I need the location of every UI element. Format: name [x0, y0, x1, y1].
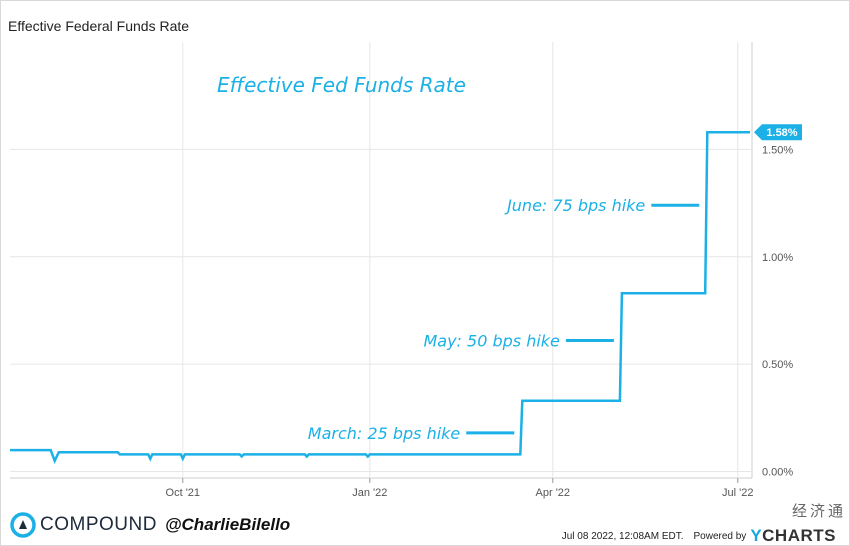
compound-logo-icon: [10, 512, 36, 538]
annotation-text: May: 50 bps hike: [423, 332, 560, 351]
y-axis-ticks: 0.00% 0.50% 1.00% 1.50%: [762, 144, 793, 478]
brand-name: COMPOUND: [40, 514, 157, 535]
ycharts-logo: YCHARTS: [750, 526, 836, 546]
x-tick-label: Jul '22: [722, 487, 753, 499]
footer-source: Jul 08 2022, 12:08AM EDT. Powered by YCH…: [562, 526, 836, 546]
last-value-label: 1.58%: [754, 124, 802, 141]
timestamp: Jul 08 2022, 12:08AM EDT.: [561, 530, 684, 542]
y-tick-label: 1.50%: [762, 144, 793, 156]
grid-lines: [10, 42, 753, 479]
y-tick-label: 0.00%: [762, 467, 793, 479]
x-tick-label: Oct '21: [166, 487, 201, 499]
last-value-text: 1.58%: [766, 127, 797, 139]
chart-header-title: Effective Federal Funds Rate: [8, 18, 190, 34]
x-tick-label: Jan '22: [352, 487, 387, 499]
watermark: 经济通: [791, 503, 846, 520]
x-tick-label: Apr '22: [536, 487, 571, 499]
y-tick-label: 1.00%: [762, 252, 793, 264]
annotation-text: March: 25 bps hike: [308, 424, 461, 443]
annotation-text: June: 75 bps hike: [504, 196, 645, 215]
last-value-flag: [754, 124, 802, 141]
x-axis-ticks: Oct '21 Jan '22 Apr '22 Jul '22: [166, 478, 753, 499]
series-line: [10, 130, 750, 464]
powered-by-label: Powered by: [693, 530, 747, 542]
ycharts-logo-y: Y: [750, 526, 763, 545]
chart-title: Effective Fed Funds Rate: [217, 73, 466, 97]
footer-branding: COMPOUND @CharlieBilello: [10, 512, 290, 538]
ycharts-logo-rest: CHARTS: [762, 526, 836, 545]
author-handle: @CharlieBilello: [164, 515, 291, 534]
annotations: March: 25 bps hike May: 50 bps hike June: …: [308, 196, 700, 443]
y-tick-label: 0.50%: [762, 359, 793, 371]
